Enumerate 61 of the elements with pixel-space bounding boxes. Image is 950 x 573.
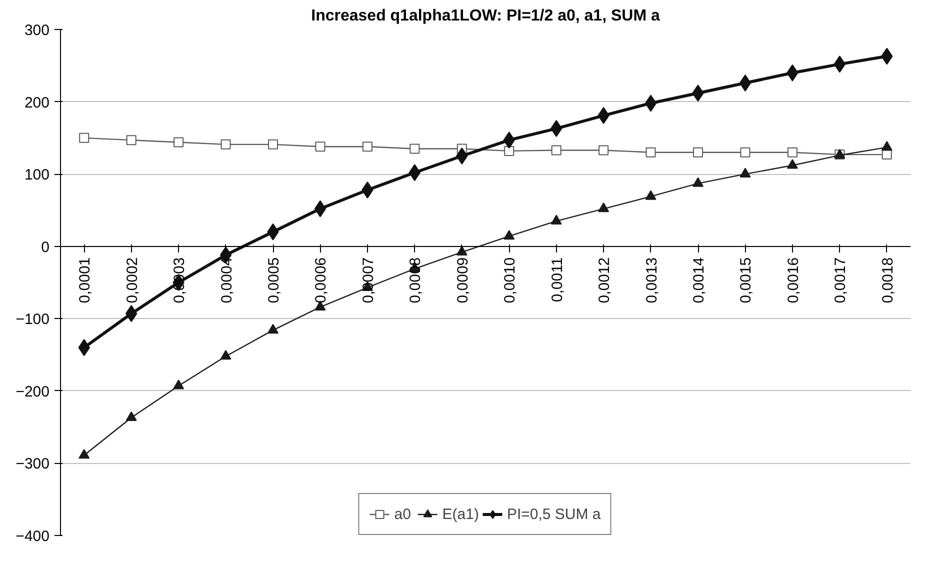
x-tick-label: 0,0017 [832, 257, 850, 304]
point [692, 177, 704, 187]
x-tick-label: 0,0004 [218, 257, 236, 304]
legend-label: PI=0,5 SUM a [506, 506, 601, 522]
y-tick-label: −300 [16, 456, 50, 473]
point [740, 168, 751, 178]
point [78, 448, 90, 459]
point [504, 146, 514, 156]
x-tick-label: 0,0016 [784, 257, 802, 304]
point [882, 150, 892, 160]
point [456, 148, 468, 164]
point [126, 135, 136, 146]
legend-label: E(a1) [442, 506, 479, 522]
point [126, 411, 137, 422]
point [881, 141, 892, 151]
point [314, 200, 326, 218]
x-tick-label: 0,0006 [312, 257, 330, 304]
point [551, 145, 562, 156]
x-tick-label: 0,0010 [502, 257, 519, 304]
point [550, 214, 562, 224]
point [739, 74, 752, 92]
point [79, 132, 90, 143]
x-tick-label: 0,0015 [738, 257, 755, 304]
point [693, 147, 703, 158]
point [598, 202, 610, 212]
y-tick-label: 0 [41, 238, 50, 256]
x-tick-label: 0,0001 [76, 257, 94, 304]
point [268, 324, 278, 334]
point [220, 139, 231, 150]
x-tick-label: 0,0011 [548, 257, 566, 302]
x-tick-label: 0,0018 [879, 257, 896, 304]
x-tick-label: 0,0009 [454, 257, 472, 304]
point [410, 144, 420, 154]
point [174, 137, 184, 148]
x-tick-label: 0,0013 [643, 257, 660, 304]
point [786, 159, 798, 169]
chart-title: Increased q1alpha1LOW: PI=1/2 a0, a1, SUM a [311, 8, 660, 24]
x-tick-label: 0,0005 [266, 257, 282, 304]
point [646, 147, 656, 158]
x-tick-label: 0,0002 [124, 257, 141, 304]
x-tick-label: 0,0008 [407, 257, 424, 304]
point [644, 94, 657, 112]
y-tick-label: 100 [24, 166, 50, 184]
point [362, 142, 372, 152]
x-tick-label: 0,0014 [690, 257, 708, 304]
x-tick-label: 0,0012 [596, 257, 614, 304]
point [173, 380, 184, 390]
y-tick-label: 200 [24, 94, 50, 112]
point [315, 142, 326, 152]
legend-label: a0 [394, 506, 412, 522]
y-tick-label: −100 [16, 311, 50, 328]
point [598, 145, 609, 156]
point [645, 190, 656, 200]
y-tick-label: −200 [16, 383, 50, 400]
point [268, 139, 278, 150]
y-tick-label: 300 [24, 22, 50, 39]
point [740, 147, 750, 158]
y-tick-label: −400 [16, 528, 50, 545]
point [504, 230, 515, 240]
point [220, 350, 232, 360]
point [787, 147, 798, 158]
